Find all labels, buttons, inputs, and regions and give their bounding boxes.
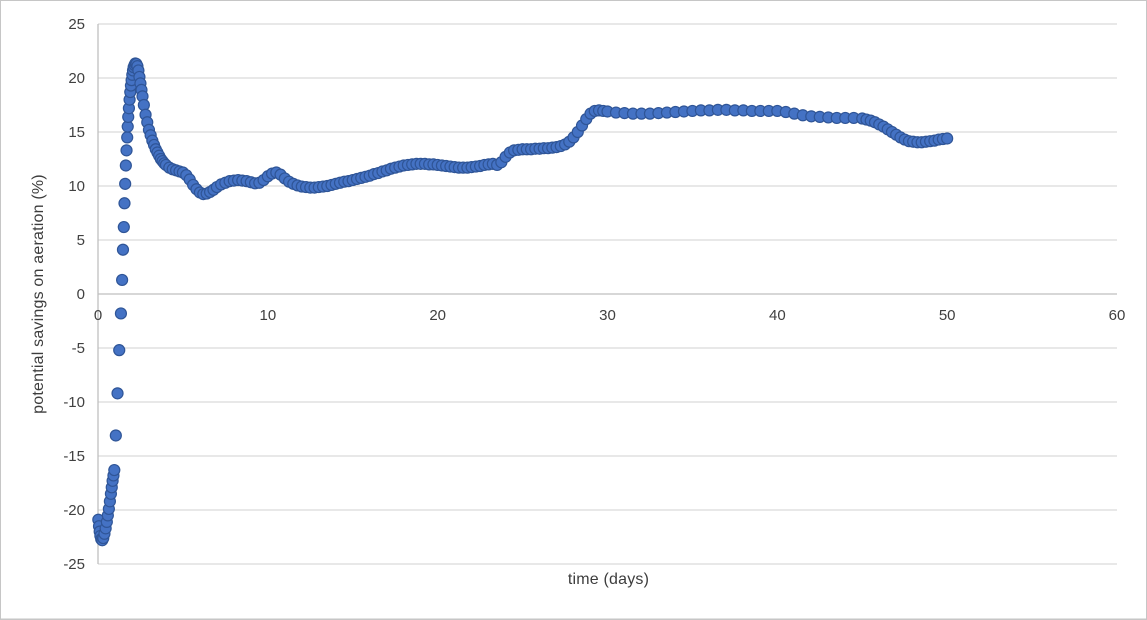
data-point: [108, 463, 121, 477]
x-axis-title: time (days): [567, 571, 650, 588]
data-point: [116, 243, 130, 256]
data-point: [114, 307, 128, 320]
y-tick-label: -25: [63, 556, 85, 573]
x-tick-label: 20: [429, 307, 446, 324]
x-tick-label: 0: [94, 307, 102, 324]
data-point: [111, 387, 124, 400]
data-point: [117, 220, 130, 234]
y-tick-label: 20: [68, 70, 85, 87]
data-point: [121, 131, 134, 144]
y-tick-label: 15: [68, 124, 85, 141]
data-point: [941, 132, 954, 145]
data-point: [119, 159, 132, 172]
y-tick-label: 25: [68, 16, 85, 33]
y-tick-label: -10: [63, 394, 85, 411]
x-tick-label: 50: [939, 307, 956, 324]
y-tick-label: -5: [72, 340, 85, 357]
y-tick-label: 5: [77, 232, 85, 249]
x-tick-label: 60: [1109, 307, 1126, 324]
y-tick-label: -15: [63, 448, 85, 465]
data-point: [120, 144, 133, 157]
data-point: [119, 177, 132, 190]
x-tick-label: 10: [259, 307, 276, 324]
data-point: [109, 429, 122, 442]
data-point: [118, 197, 131, 210]
x-tick-label: 40: [769, 307, 786, 324]
y-axis-title: potential savings on aeration (%): [30, 174, 47, 414]
y-tick-label: 10: [68, 178, 85, 195]
y-tick-label: -20: [63, 502, 85, 519]
data-point: [113, 344, 126, 357]
data-point: [137, 98, 150, 112]
x-tick-label: 30: [599, 307, 616, 324]
y-tick-label: 0: [77, 286, 85, 303]
data-point: [116, 273, 129, 287]
